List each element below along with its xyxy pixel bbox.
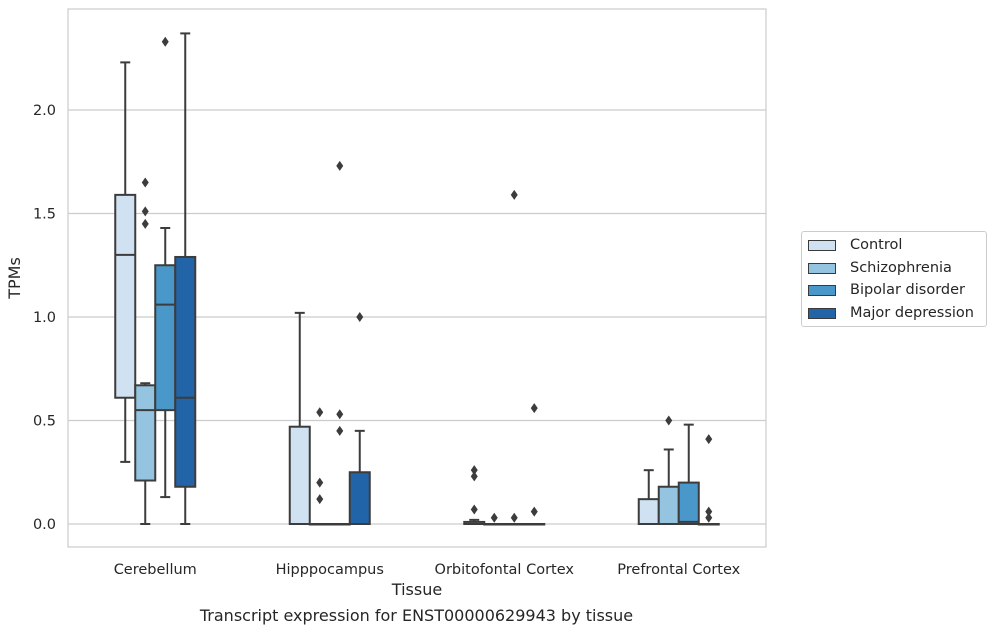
legend-item-control: Control (808, 235, 902, 255)
outlier-point (470, 504, 478, 515)
boxes (114, 32, 720, 526)
outlier-point (530, 403, 538, 414)
y-axis-ticks: 0.0 0.5 1.0 1.5 2.0 (33, 103, 56, 533)
y-axis-label: TPMs (5, 257, 24, 300)
outlier-point (490, 512, 498, 523)
outlier-point (356, 312, 364, 322)
box-body (114, 193, 137, 399)
box-0-3 (637, 469, 660, 526)
y-tick-label: 2.0 (33, 103, 56, 119)
box-body (657, 485, 680, 525)
outlier-point (161, 36, 169, 47)
outlier-point (510, 512, 518, 523)
y-tick-label: 1.0 (33, 310, 56, 326)
box-body (288, 425, 311, 525)
box-2-3 (677, 423, 700, 526)
box-body (348, 471, 371, 525)
x-axis-label: Tissue (391, 580, 442, 599)
legend-label: Bipolar disorder (850, 282, 965, 298)
legend-swatch (808, 239, 836, 251)
legend-swatch (808, 262, 836, 274)
box-1-1 (308, 407, 331, 526)
box-0-0 (114, 61, 137, 463)
outlier-point (470, 465, 478, 476)
outlier-point (470, 471, 478, 482)
legend-label: Major depression (850, 305, 974, 321)
legend-label: Schizophrenia (850, 260, 952, 276)
legend-swatch (808, 284, 836, 296)
legend-item-schizophrenia: Schizophrenia (808, 258, 952, 278)
box-3-0 (174, 32, 197, 525)
outlier-point (705, 506, 713, 517)
chart-caption: Transcript expression for ENST0000062994… (199, 606, 634, 625)
x-axis-ticks: Cerebellum Hipppocampus Orbitofontal Corte… (114, 562, 741, 578)
x-tick-label: Cerebellum (114, 562, 197, 578)
outlier-point (336, 160, 344, 171)
box-0-1 (288, 311, 311, 525)
x-tick-label: Prefrontal Cortex (617, 562, 740, 578)
outlier-point (530, 506, 538, 517)
box-2-0 (154, 36, 177, 499)
outlier-point (316, 407, 324, 418)
box-1-0 (134, 177, 157, 525)
legend-swatch (808, 307, 836, 319)
x-tick-label: Hipppocampus (276, 562, 384, 578)
box-body (174, 255, 197, 488)
box-body (637, 498, 660, 526)
outlier-point (336, 409, 344, 420)
outlier-point (141, 218, 149, 229)
y-tick-label: 1.5 (33, 207, 56, 223)
y-tick-label: 0.0 (33, 517, 56, 533)
legend-item-bipolar-disorder: Bipolar disorder (808, 280, 965, 300)
legend-label: Control (850, 237, 903, 253)
outlier-point (705, 512, 713, 523)
outlier-point (316, 477, 324, 488)
box-2-1 (328, 160, 351, 526)
box-body (677, 481, 700, 526)
y-tick-label: 0.5 (33, 414, 56, 430)
outlier-point (510, 189, 518, 200)
box-body (134, 384, 157, 482)
box-3-2 (523, 403, 546, 526)
outlier-point (336, 425, 344, 436)
outlier-point (141, 206, 149, 217)
box-2-2 (503, 189, 526, 526)
box-3-1 (348, 312, 371, 525)
outlier-point (141, 177, 149, 188)
legend: Control Schizophrenia Bipolar disorder M… (801, 231, 987, 327)
box-1-3 (657, 415, 680, 525)
box-body (154, 264, 177, 412)
outlier-point (316, 494, 324, 505)
x-tick-label: Orbitofontal Cortex (435, 562, 575, 578)
outlier-point (665, 415, 673, 426)
box-3-3 (697, 434, 720, 526)
legend-item-major-depression: Major depression (808, 303, 974, 323)
outlier-point (705, 434, 713, 445)
box-0-2 (463, 465, 486, 525)
